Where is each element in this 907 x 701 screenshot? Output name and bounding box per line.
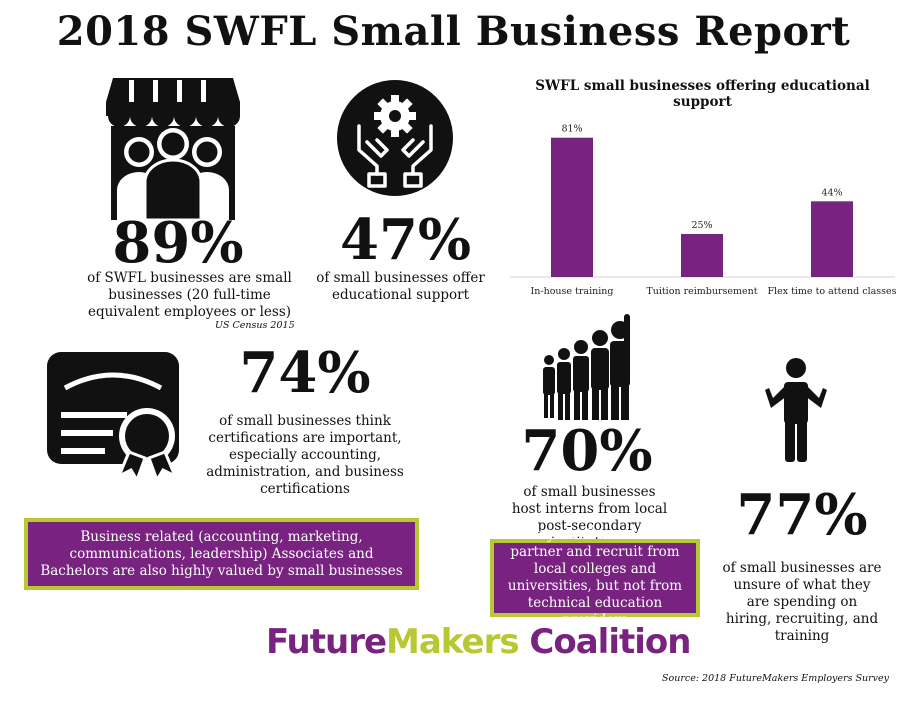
bar-value-label-1: 81%	[561, 124, 582, 135]
bar-2	[681, 234, 723, 277]
stat-77-text: of small businesses are unsure of what t…	[722, 560, 882, 644]
logo-makers: Makers	[386, 622, 520, 662]
category-label-2: Tuition reimbursement	[646, 286, 757, 297]
stat-47-value: 47%	[340, 207, 472, 273]
category-label-3: Flex time to attend classes	[767, 286, 896, 297]
stat-47-text: of small businesses offer educational su…	[316, 270, 485, 303]
category-label-1: In-house training	[531, 286, 614, 297]
bar-1	[551, 137, 593, 277]
stat-74-text: of small businesses think certifications…	[206, 413, 404, 497]
stat-70-value: 70%	[521, 418, 653, 484]
page-title: 2018 SWFL Small Business Report	[56, 8, 851, 55]
stat-89-value: 89%	[112, 210, 244, 276]
stat-89-citation: US Census 2015	[215, 320, 295, 331]
logo-coalition: Coalition	[518, 622, 691, 662]
certificate-icon	[47, 352, 179, 480]
source-note: Source: 2018 FutureMakers Employers Surv…	[662, 673, 889, 684]
partners-callout: Many small businesses partner and recrui…	[490, 527, 700, 628]
chart-title: SWFL small businesses offering education…	[535, 78, 870, 110]
logo-future: Future	[266, 622, 387, 662]
bar-value-label-2: 25%	[691, 220, 712, 231]
bar-chart: 81% In-house training 25% Tuition reimburse…	[510, 124, 897, 297]
storefront-people-icon	[106, 78, 240, 222]
bar-3	[811, 201, 853, 277]
shrugging-person-icon	[765, 358, 827, 462]
stat-77-value: 77%	[736, 482, 868, 548]
growing-people-icon	[543, 314, 630, 420]
stat-89-text: of SWFL businesses are small businesses …	[87, 270, 292, 320]
futuremakers-logo: FutureMakers Coalition	[266, 622, 691, 662]
gear-hands-icon	[337, 80, 453, 196]
business-degrees-callout: Business related (accounting, marketing,…	[24, 518, 419, 590]
stat-74-value: 74%	[239, 340, 371, 406]
bar-value-label-3: 44%	[821, 187, 842, 198]
